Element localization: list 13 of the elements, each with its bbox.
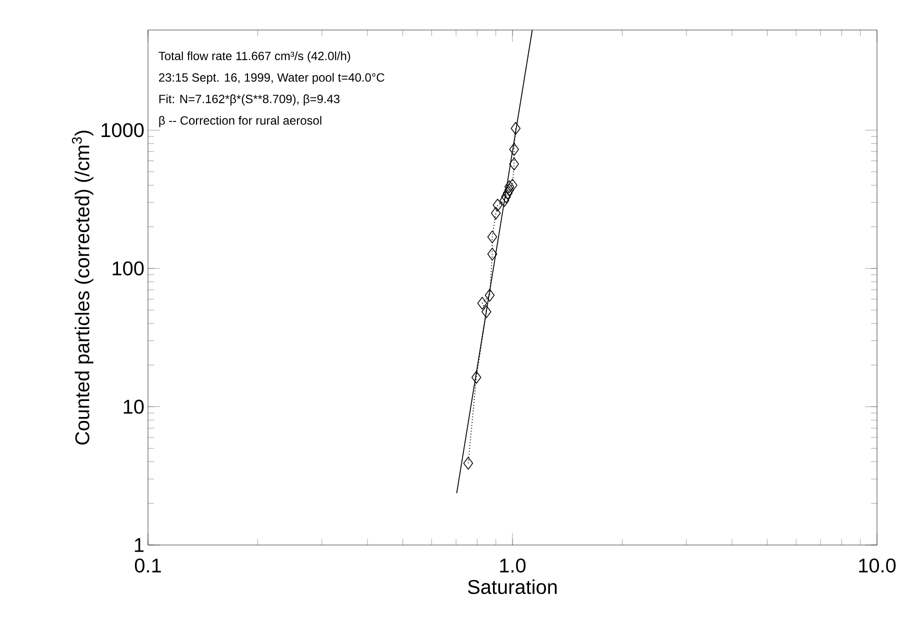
y-tick-label: 100	[112, 261, 144, 276]
y-tick-label: 1000	[102, 123, 144, 138]
x-tick-label: 10.0	[859, 558, 896, 573]
x-axis-title: Saturation	[468, 579, 557, 594]
y-tick-label: 10	[124, 400, 144, 414]
annotation: Fit: N=7.162*β*(S**8.709), β=9.43	[159, 94, 340, 106]
y-axis-title: Counted particles (corrected) (/cm$^{3}$)	[72, 130, 94, 445]
x-tick-label: 1.0	[500, 558, 526, 573]
annotation: Total flow rate 11.667 cm³/s (42.0l/h)	[158, 51, 350, 63]
annotation: 23:15 Sept. 16, 1999, Water pool t=40.0°C	[159, 72, 384, 84]
y-tick-label: 1	[134, 538, 144, 552]
annotation: β -- Correction for rural aerosol	[159, 116, 322, 128]
x-tick-label: 0.1	[134, 558, 161, 573]
